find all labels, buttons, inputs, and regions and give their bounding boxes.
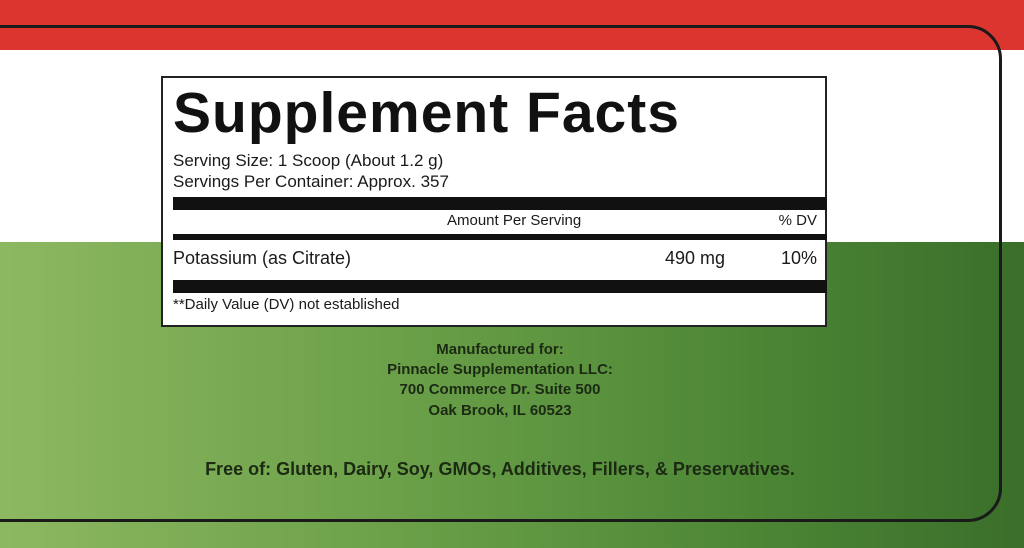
- manufacturer-name: Pinnacle Supplementation LLC:: [387, 361, 613, 378]
- header-amount: Amount Per Serving: [447, 212, 582, 229]
- medium-divider: [173, 234, 827, 240]
- manufacturer-address-line2: Oak Brook, IL 60523: [428, 402, 572, 419]
- footnote: **Daily Value (DV) not established: [173, 296, 400, 313]
- free-of-statement: Free of: Gluten, Dairy, Soy, GMOs, Addit…: [205, 459, 795, 479]
- supplement-facts-panel: Supplement Facts Serving Size: 1 Scoop (…: [161, 76, 827, 327]
- header-dv: % DV: [778, 212, 817, 229]
- panel-title: Supplement Facts: [173, 81, 680, 145]
- servings-per-container: Servings Per Container: Approx. 357: [173, 172, 449, 191]
- label-outline: [0, 25, 1002, 522]
- manufactured-for-label: Manufactured for:: [436, 341, 564, 358]
- thick-divider: [173, 280, 827, 293]
- thick-divider: [173, 197, 827, 210]
- serving-size: Serving Size: 1 Scoop (About 1.2 g): [173, 151, 444, 170]
- nutrient-amount: 490 mg: [665, 248, 726, 268]
- manufacturer-address-line1: 700 Commerce Dr. Suite 500: [399, 381, 601, 398]
- nutrient-name: Potassium (as Citrate): [173, 248, 352, 268]
- nutrient-dv: 10%: [780, 248, 817, 268]
